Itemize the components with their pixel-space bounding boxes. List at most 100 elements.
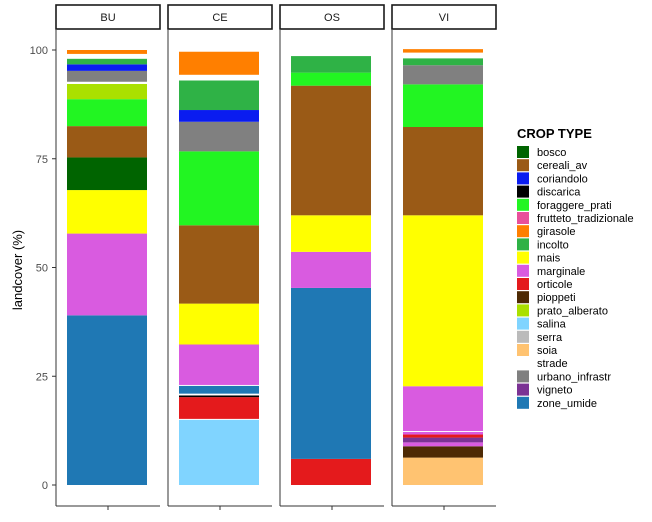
panel-os: OS <box>279 4 385 510</box>
legend-label: salina <box>537 319 567 331</box>
legend-label: soia <box>537 345 558 357</box>
bar-segment-girasole <box>179 51 259 75</box>
bar-segment-marginale <box>67 233 147 316</box>
legend-key-serra <box>517 330 529 343</box>
bar-segment-discarica <box>179 395 259 398</box>
bar-segment-strade <box>179 418 259 420</box>
panel-bu: BU <box>55 4 161 510</box>
bar-segment-coriandolo <box>67 64 147 71</box>
bar-segment-marginale <box>403 431 483 435</box>
bar-segment-foraggere-prati <box>67 99 147 127</box>
legend-key-strade <box>517 357 529 370</box>
facet-label: BU <box>100 12 115 24</box>
legend-key-mais <box>517 251 529 264</box>
bar-segment-incolto <box>403 58 483 66</box>
legend-label: prato_alberato <box>537 305 608 317</box>
legend-label: serra <box>537 332 563 344</box>
bar-segment-mais <box>291 215 371 252</box>
bar-segment-zone-umide <box>67 315 147 485</box>
bar-segment-strade <box>179 74 259 81</box>
legend-key-zone-umide <box>517 396 529 409</box>
bar-segment-vigneto <box>403 437 483 443</box>
legend-label: girasole <box>537 226 576 238</box>
bar-segment-cereali-av <box>403 126 483 216</box>
bar-segment-strade <box>179 393 259 396</box>
bar-segment-orticole <box>291 458 371 485</box>
legend-label: pioppeti <box>537 292 576 304</box>
y-tick-label: 75 <box>36 154 48 166</box>
legend-key-foraggere-prati <box>517 198 529 211</box>
legend-label: mais <box>537 253 561 265</box>
legend-key-urbano-infrastr <box>517 370 529 383</box>
bar-segment-strade <box>403 52 483 59</box>
bar-segment-girasole <box>67 50 147 54</box>
bar-segment-prato-alberato <box>67 83 147 100</box>
legend-label: foraggere_prati <box>537 200 612 212</box>
bar-segment-orticole <box>403 434 483 438</box>
bar-segment-strade <box>179 384 259 386</box>
bar-segment-incolto <box>291 56 371 73</box>
bar-segment-marginale <box>403 386 483 432</box>
facet-label: OS <box>324 12 340 24</box>
legend-key-cereali-av <box>517 159 529 172</box>
bar-segment-coriandolo <box>179 110 259 122</box>
y-tick-label: 25 <box>36 371 48 383</box>
bar-segment-strade <box>67 81 147 84</box>
bar-segment-strade <box>403 431 483 432</box>
y-axis-label: landcover (%) <box>10 230 25 310</box>
legend-label: frutteto_tradizionale <box>537 213 634 225</box>
bar-segment-salina <box>179 419 259 485</box>
bar-segment-foraggere-prati <box>179 151 259 226</box>
legend-label: orticole <box>537 279 572 291</box>
bar-segment-girasole <box>403 49 483 53</box>
legend-label: discarica <box>537 187 581 199</box>
legend-label: urbano_infrastr <box>537 371 611 383</box>
facet-strip <box>167 4 273 30</box>
legend-label: incolto <box>537 239 569 251</box>
y-tick-label: 0 <box>42 480 48 492</box>
legend-label: bosco <box>537 147 566 159</box>
panel-ce: CE <box>167 4 273 510</box>
bar-segment-soia <box>403 457 483 485</box>
bar-segment-foraggere-prati <box>291 72 371 86</box>
bar-segment-pioppeti <box>403 446 483 458</box>
y-tick-label: 50 <box>36 263 48 275</box>
bar-segment-urbano-infrastr <box>403 65 483 85</box>
bar-segment-cereali-av <box>179 225 259 304</box>
bar-segment-incolto <box>179 80 259 111</box>
facet-strip <box>279 4 385 30</box>
bar-segment-marginale <box>179 344 259 385</box>
facet-strip <box>55 4 161 30</box>
legend-key-coriandolo <box>517 172 529 185</box>
legend-key-discarica <box>517 185 529 198</box>
bar-segment-marginale <box>403 442 483 447</box>
legend-label: coriandolo <box>537 173 588 185</box>
bar-segment-foraggere-prati <box>403 84 483 127</box>
facet-label: CE <box>212 12 227 24</box>
legend-key-orticole <box>517 278 529 290</box>
facet-strip <box>391 4 497 30</box>
legend-key-bosco <box>517 146 529 158</box>
bar-segment-mais <box>179 303 259 345</box>
bar-segment-cereali-av <box>291 85 371 216</box>
bar-segment-incolto <box>67 58 147 65</box>
bar-segment-strade <box>67 53 147 59</box>
bar-segment-bosco <box>67 157 147 191</box>
legend-label: vigneto <box>537 385 572 397</box>
bar-segment-cereali-av <box>67 126 147 158</box>
legend-key-soia <box>517 344 529 356</box>
legend-key-salina <box>517 317 529 330</box>
bar-segment-zone-umide <box>291 287 371 459</box>
panel-vi: VI <box>391 4 497 510</box>
legend-key-incolto <box>517 238 529 251</box>
legend-key-frutteto-tradizionale <box>517 212 529 224</box>
bar-segment-urbano-infrastr <box>67 70 147 82</box>
y-tick-label: 100 <box>30 45 48 57</box>
legend-key-girasole <box>517 225 529 238</box>
legend-label: cereali_av <box>537 160 588 172</box>
legend-key-prato-alberato <box>517 304 529 317</box>
legend-title: CROP TYPE <box>517 126 592 141</box>
legend-label: marginale <box>537 266 585 278</box>
bar-segment-mais <box>403 215 483 387</box>
